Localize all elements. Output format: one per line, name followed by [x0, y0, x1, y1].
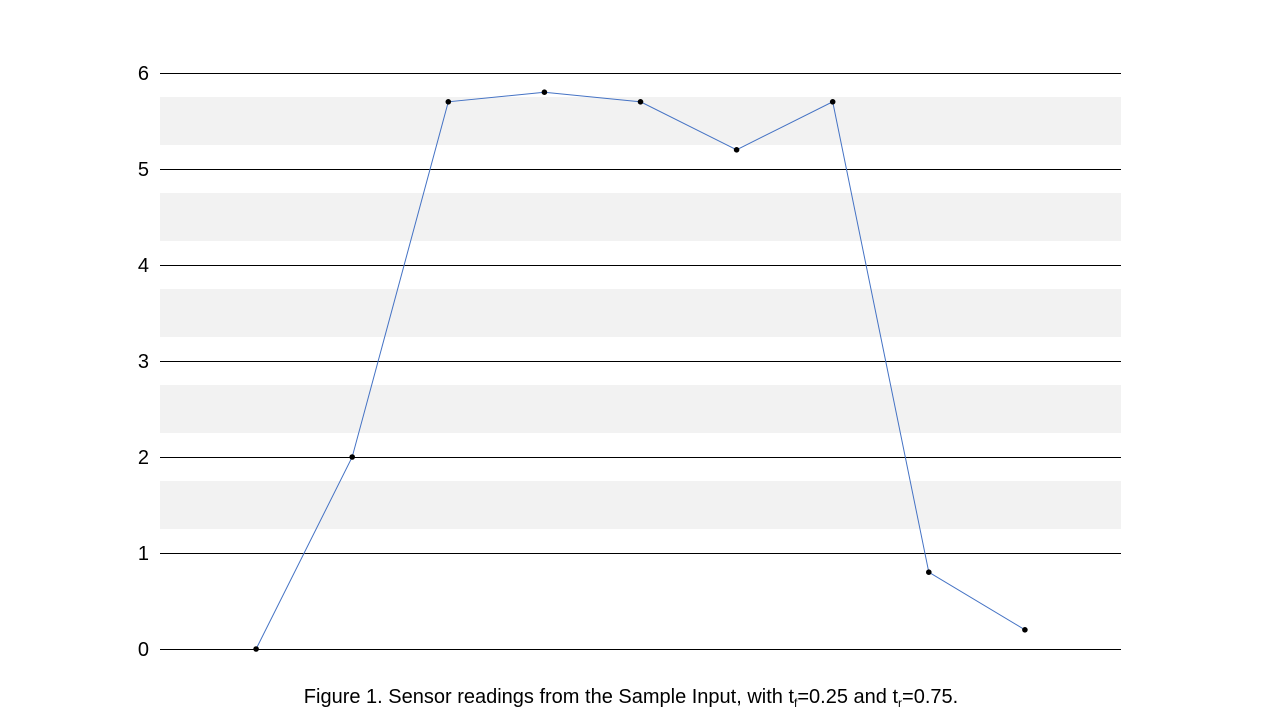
y-axis-ticks: 0 1 2 3 4 5 6	[138, 63, 149, 661]
data-point-5	[637, 99, 644, 105]
data-point-8	[926, 569, 932, 575]
shaded-band-1	[160, 385, 1121, 433]
data-point-1	[253, 646, 259, 652]
y-tick-label-6: 6	[138, 63, 149, 85]
shaded-band-4	[160, 97, 1121, 145]
caption-middle: =0.25 and t	[797, 686, 899, 708]
shaded-bands	[160, 97, 1121, 529]
shaded-band-2	[160, 289, 1121, 337]
y-tick-label-1: 1	[138, 543, 149, 565]
y-tick-label-5: 5	[138, 159, 149, 181]
gridlines	[160, 73, 1121, 650]
data-point-6	[733, 147, 740, 153]
caption-subscript-f: f	[794, 696, 798, 710]
data-points	[253, 89, 1028, 652]
shaded-band-3	[160, 193, 1121, 241]
figure-caption: Figure 1. Sensor readings from the Sampl…	[0, 683, 1262, 711]
shaded-band-0	[160, 481, 1121, 529]
caption-suffix: =0.75.	[902, 686, 959, 708]
series-line-0	[255, 91, 1026, 650]
data-point-2	[349, 454, 356, 460]
data-point-7	[829, 99, 836, 105]
data-point-9	[1022, 627, 1028, 633]
y-tick-label-0: 0	[138, 639, 149, 661]
caption-subscript-r: r	[898, 696, 903, 710]
y-tick-label-4: 4	[138, 255, 149, 277]
data-point-4	[541, 89, 548, 95]
caption-prefix: Figure 1. Sensor readings from the Sampl…	[303, 686, 795, 708]
data-point-3	[445, 99, 452, 105]
series-line-layer	[255, 91, 1026, 650]
y-tick-label-3: 3	[138, 351, 149, 373]
y-tick-label-2: 2	[138, 447, 149, 469]
